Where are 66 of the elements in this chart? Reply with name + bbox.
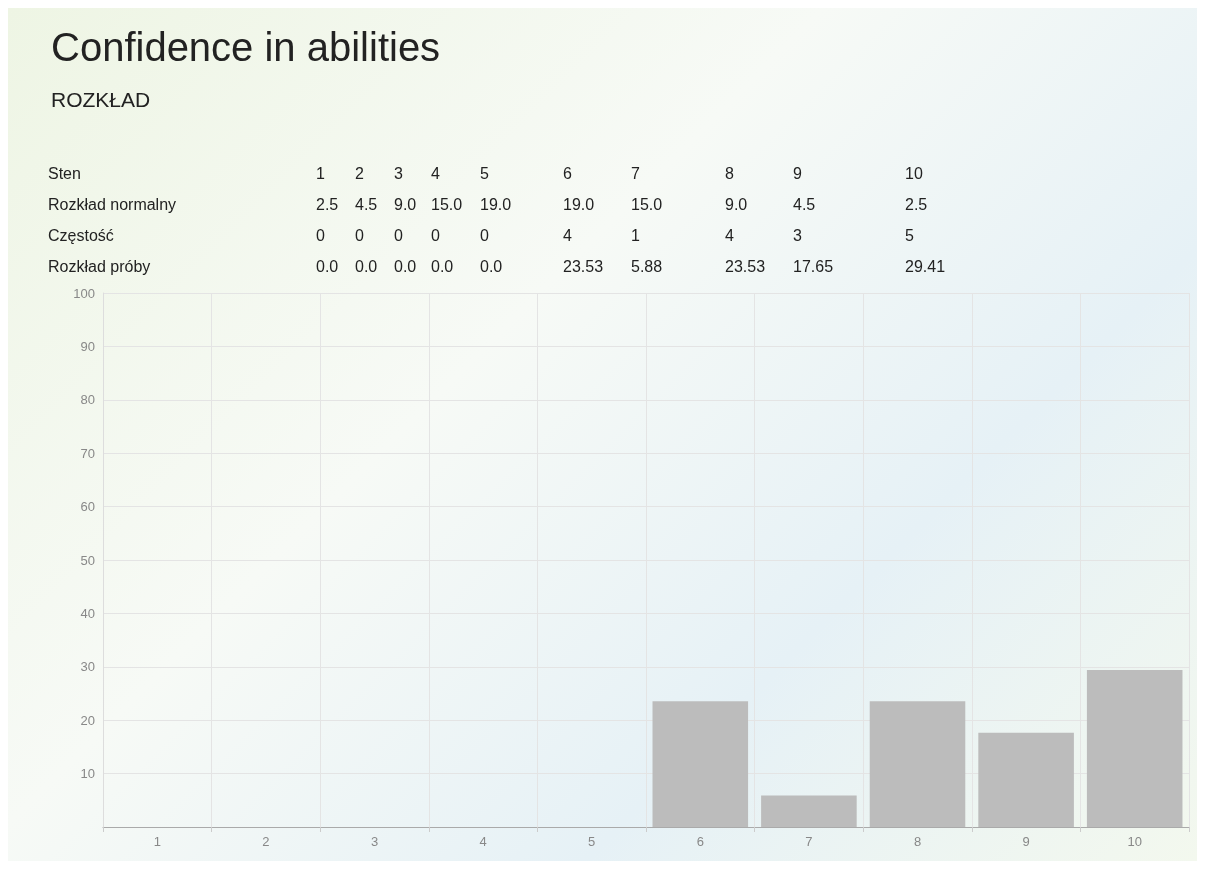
text: 0.0 [431, 257, 454, 275]
y-tick-label: 60 [80, 499, 95, 515]
x-tick-label: 9 [1022, 834, 1030, 849]
text: 0.0 [316, 257, 339, 275]
chart-subtitle: ROZKŁAD [51, 88, 151, 111]
text: 15.0 [631, 195, 663, 213]
x-tick-label: 3 [370, 834, 379, 849]
text: Rozkład normalny [48, 195, 177, 213]
text: Rozkład próby [48, 257, 151, 275]
x-tick-label: 5 [588, 834, 596, 849]
text: 2.5 [316, 195, 339, 213]
text: 5 [905, 226, 914, 244]
text: 0.0 [394, 257, 417, 275]
text: 0 [355, 226, 364, 244]
text: 0 [394, 226, 403, 244]
text: 0 [316, 226, 325, 244]
text: 9.0 [394, 195, 417, 213]
text: 15.0 [431, 195, 463, 213]
y-tick-label: 40 [80, 605, 95, 621]
y-tick-label: 10 [80, 766, 95, 782]
text: 0 [431, 226, 440, 244]
text: 23.53 [563, 257, 604, 275]
text: 0.0 [480, 257, 503, 275]
x-tick-label: 7 [805, 834, 813, 849]
text: 5.88 [631, 257, 663, 275]
text: 1 [631, 226, 640, 244]
text: 9.0 [725, 195, 748, 213]
x-tick-label: 6 [696, 834, 704, 849]
y-tick-label: 50 [80, 552, 95, 568]
text: 17.65 [793, 257, 834, 275]
text: 19.0 [563, 195, 595, 213]
text: 5 [480, 164, 489, 182]
text: 4 [563, 226, 572, 244]
text: Częstość [48, 226, 114, 244]
x-tick-label: 8 [913, 834, 922, 849]
y-tick-label: 100 [73, 285, 95, 301]
y-tick-label: 20 [80, 712, 95, 728]
text: 1 [316, 164, 325, 182]
x-tick-label: 4 [479, 834, 487, 849]
text: 4.5 [793, 195, 816, 213]
text: 9 [793, 164, 802, 182]
x-tick-label: 2 [262, 834, 270, 849]
y-tick-label: 80 [80, 392, 95, 408]
text: Sten [48, 164, 81, 182]
text: 23.53 [725, 257, 766, 275]
y-tick-label: 90 [80, 338, 95, 354]
y-tick-label: 30 [80, 659, 95, 675]
text: 0.0 [355, 257, 378, 275]
text: 6 [563, 164, 572, 182]
text: 4 [431, 164, 440, 182]
text: 2.5 [905, 195, 928, 213]
x-tick-label: 10 [1127, 834, 1142, 849]
chart-title: Confidence in abilities [51, 25, 441, 69]
text: 29.41 [905, 257, 946, 275]
text: 4.5 [355, 195, 378, 213]
y-tick-label: 70 [80, 445, 95, 461]
text: 3 [793, 226, 802, 244]
text: 0 [480, 226, 489, 244]
text: 8 [725, 164, 734, 182]
text: 7 [631, 164, 640, 182]
text: 3 [394, 164, 403, 182]
text: 2 [355, 164, 364, 182]
text: 4 [725, 226, 734, 244]
x-tick-label: 1 [153, 834, 161, 849]
text: 19.0 [480, 195, 512, 213]
text: 10 [905, 164, 923, 182]
